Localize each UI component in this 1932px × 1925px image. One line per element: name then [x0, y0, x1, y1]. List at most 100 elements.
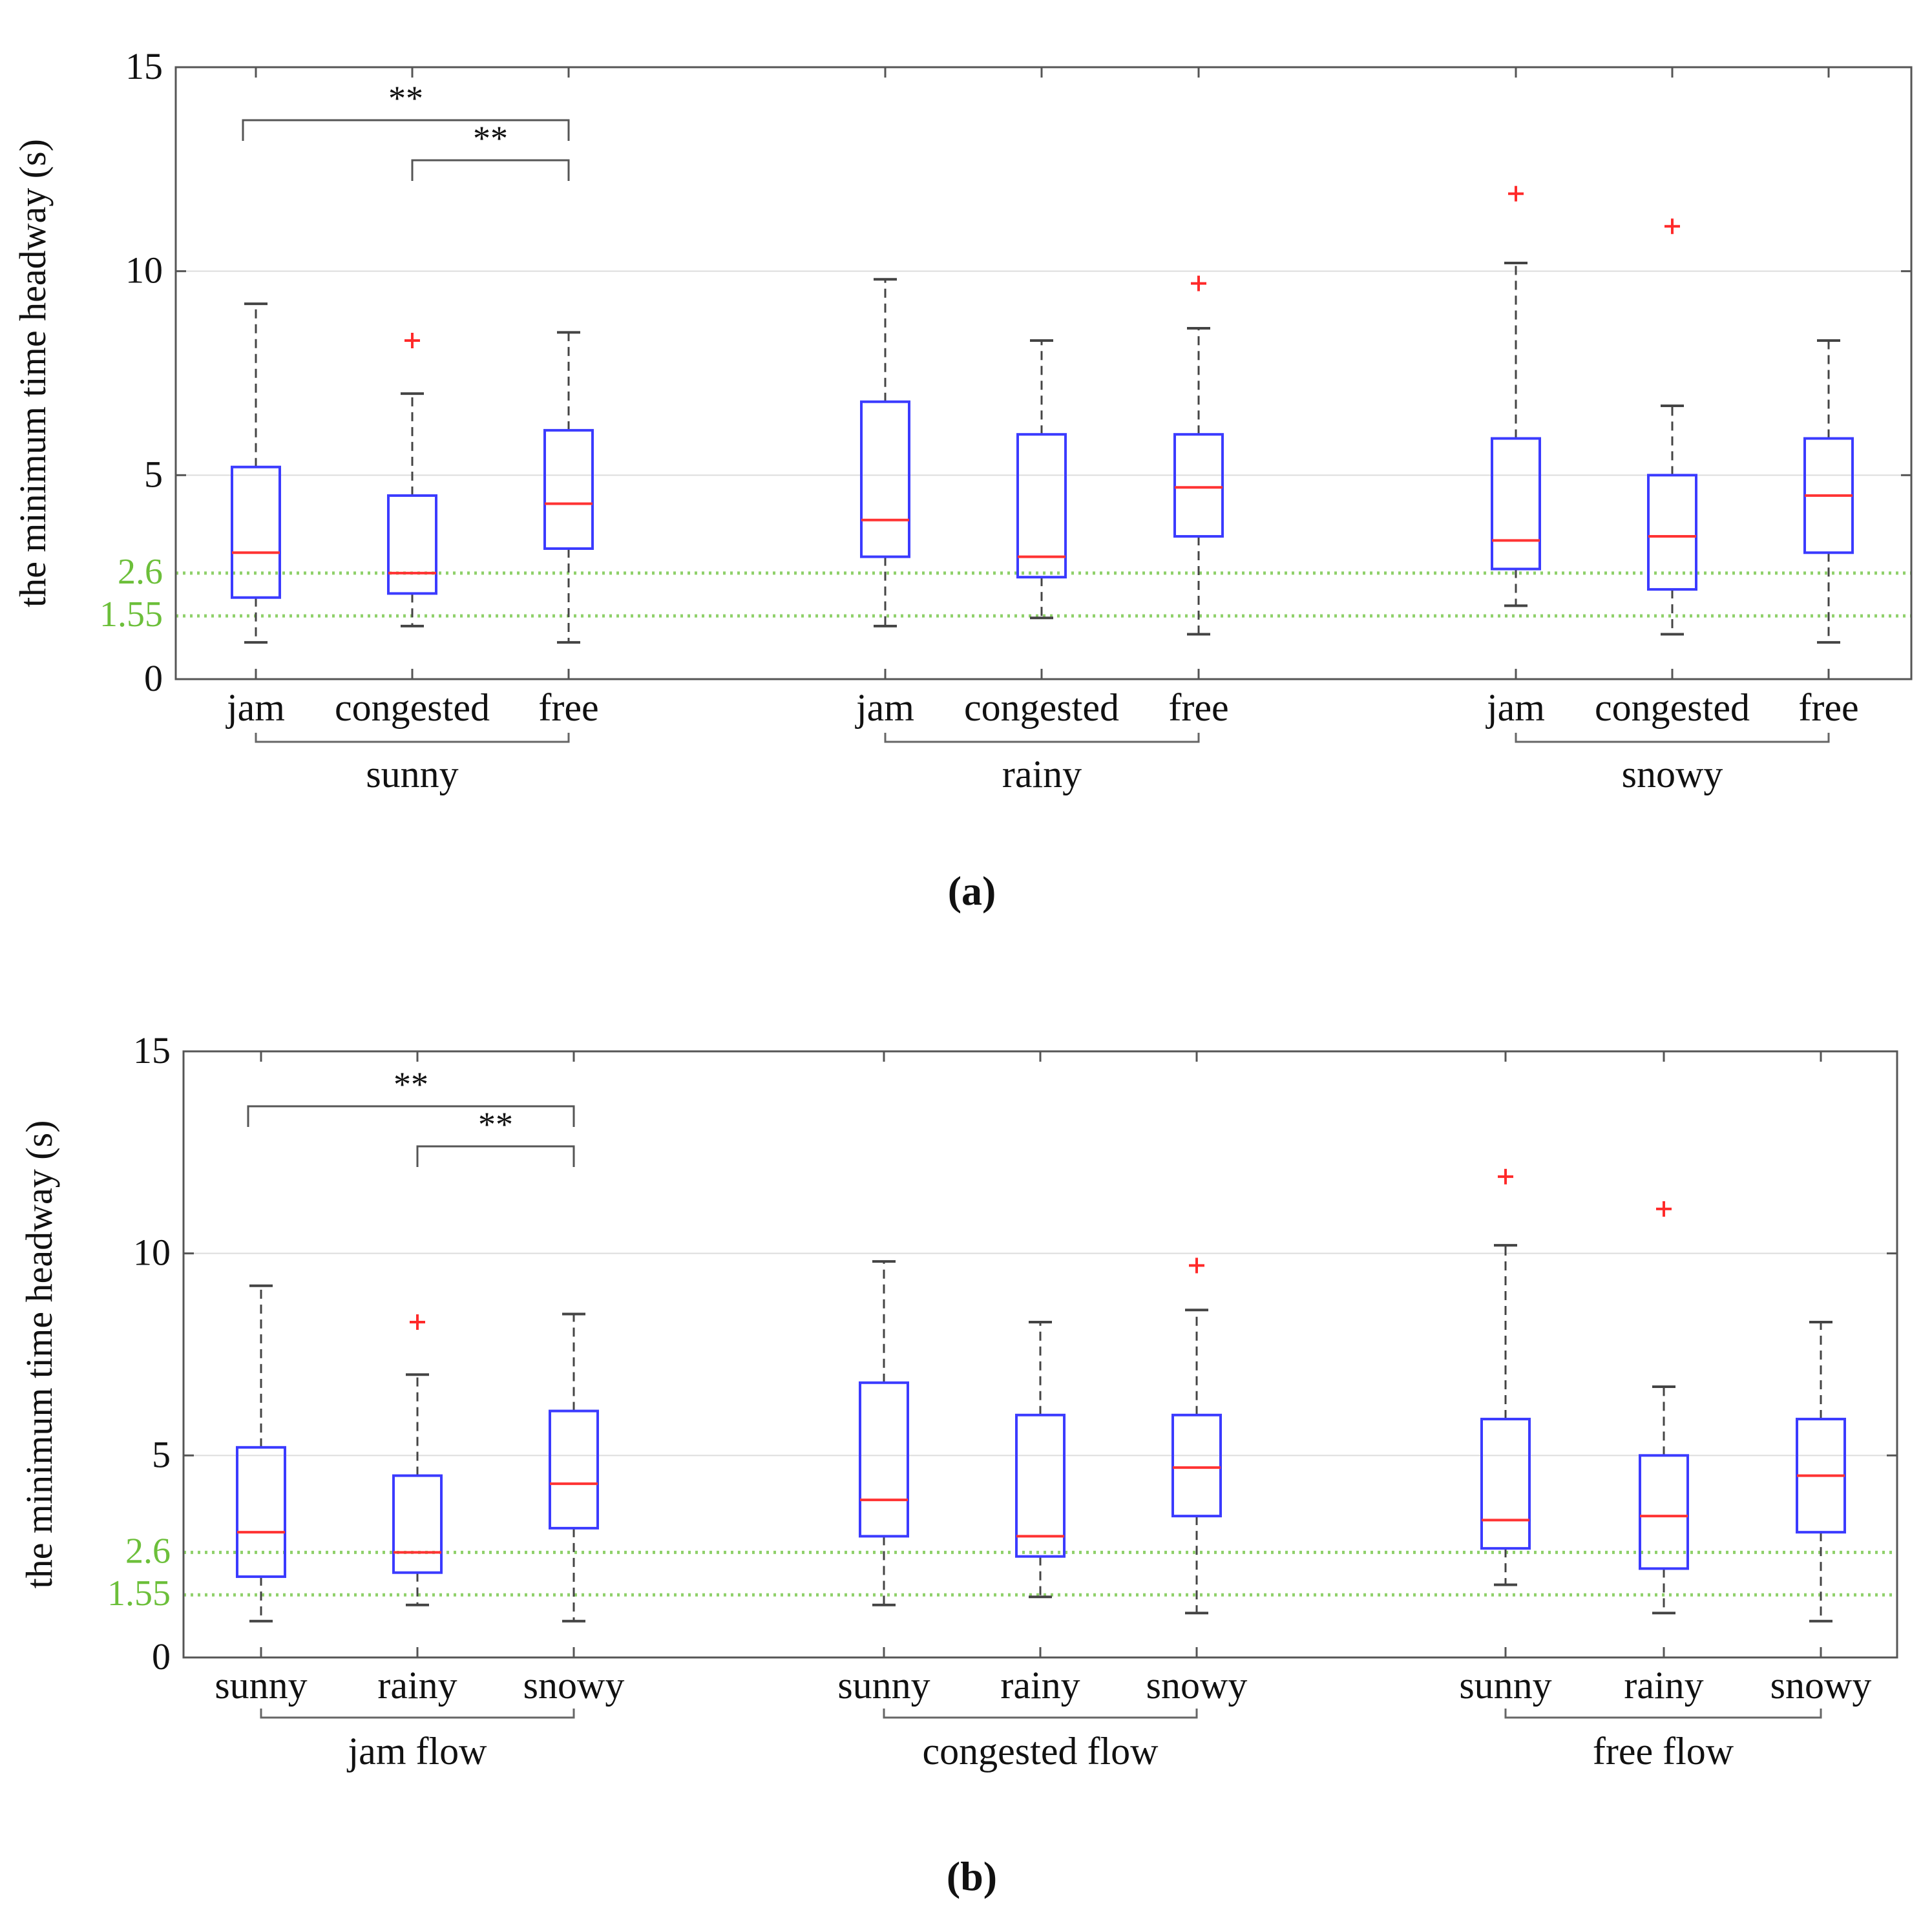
group-bracket	[255, 733, 570, 743]
box-8	[1796, 1320, 1846, 1623]
reference-line-label: 2.6	[125, 1531, 171, 1571]
y-tick-label: 15	[133, 1029, 171, 1071]
box-4	[1015, 1320, 1066, 1599]
category-label: jam	[226, 686, 285, 729]
significance-label: **	[473, 119, 508, 158]
box-iqr	[236, 1446, 286, 1578]
box-iqr	[1639, 1454, 1689, 1570]
box-0	[236, 1284, 286, 1623]
y-axis-label: the minimum time headway (s)	[18, 1120, 60, 1589]
y-tick-label: 0	[144, 657, 163, 699]
box-iqr	[549, 1409, 599, 1530]
significance-bracket	[411, 159, 570, 181]
significance-bracket	[416, 1145, 575, 1167]
category-label: sunny	[837, 1664, 930, 1707]
box-iqr	[1171, 1413, 1222, 1518]
significance-label: **	[388, 79, 423, 118]
category-label: sunny	[215, 1664, 307, 1707]
box-iqr	[1491, 437, 1541, 571]
outlier-marker	[410, 1314, 425, 1330]
category-label: free	[1798, 686, 1858, 729]
box-iqr	[860, 400, 910, 558]
group-label: snowy	[1622, 753, 1723, 795]
group-label: free flow	[1593, 1730, 1734, 1772]
box-iqr	[387, 494, 437, 595]
box-5	[1173, 275, 1224, 636]
group-bracket	[260, 1709, 575, 1719]
box-iqr	[543, 428, 594, 550]
reference-line-label: 1.55	[100, 594, 163, 635]
reference-line-label: 1.55	[107, 1573, 171, 1614]
category-label: snowy	[1770, 1664, 1872, 1707]
box-iqr	[1647, 474, 1697, 591]
group-label: sunny	[366, 753, 458, 795]
chart-panel-b: 2.61.55 0 5 10 15 the minimum time headway (s…	[18, 1029, 1898, 1899]
y-tick-label: 5	[144, 453, 163, 495]
group-bracket	[883, 1709, 1198, 1719]
box-7	[1639, 1201, 1689, 1615]
panel-label: (a)	[948, 868, 996, 914]
significance-label: **	[478, 1105, 513, 1144]
outlier-marker	[1664, 218, 1680, 235]
significance-bracket	[247, 1105, 575, 1127]
group-bracket	[1515, 733, 1830, 743]
group-label: congested flow	[923, 1730, 1159, 1772]
box-1	[387, 332, 437, 627]
category-label: snowy	[1146, 1664, 1248, 1707]
box-iqr	[1173, 433, 1224, 538]
box-7	[1647, 218, 1697, 636]
y-tick-label: 10	[125, 249, 163, 291]
significance-label: **	[394, 1065, 428, 1104]
y-tick-label: 15	[125, 45, 163, 87]
category-label: rainy	[1624, 1664, 1703, 1707]
plot-frame	[174, 66, 1913, 680]
y-axis-label: the minimum time headway (s)	[12, 139, 54, 607]
outlier-marker	[404, 332, 420, 348]
box-iqr	[1016, 433, 1067, 579]
outlier-marker	[1189, 1257, 1204, 1274]
box-5	[1171, 1257, 1222, 1615]
category-label: jam	[855, 686, 914, 729]
outlier-marker	[1191, 275, 1206, 291]
box-6	[1480, 1168, 1531, 1586]
box-8	[1803, 339, 1854, 644]
panel-label: (b)	[947, 1853, 997, 1899]
outlier-marker	[1508, 185, 1524, 202]
box-iqr	[859, 1381, 909, 1538]
category-label: free	[538, 686, 598, 729]
y-tick-label: 0	[152, 1636, 171, 1678]
box-2	[549, 1312, 599, 1623]
y-tick-label: 5	[152, 1433, 171, 1475]
category-label: rainy	[377, 1664, 457, 1707]
box-iqr	[1015, 1413, 1066, 1558]
box-1	[392, 1314, 443, 1606]
box-iqr	[392, 1474, 443, 1574]
box-4	[1016, 339, 1067, 620]
category-label: rainy	[1000, 1664, 1080, 1707]
y-tick-label: 10	[133, 1232, 171, 1274]
category-label: congested	[1595, 686, 1750, 729]
significance-bracket	[242, 119, 570, 141]
category-label: sunny	[1459, 1664, 1551, 1707]
box-3	[860, 278, 910, 627]
outlier-marker	[1498, 1168, 1513, 1184]
box-6	[1491, 185, 1541, 607]
category-label: free	[1168, 686, 1228, 729]
box-3	[859, 1260, 909, 1606]
group-bracket	[884, 733, 1200, 743]
outlier-marker	[1656, 1201, 1672, 1217]
group-label: jam flow	[347, 1730, 488, 1772]
group-label: rainy	[1002, 753, 1082, 795]
box-0	[231, 302, 281, 644]
category-label: jam	[1486, 686, 1545, 729]
reference-line-label: 2.6	[118, 552, 163, 592]
category-label: snowy	[523, 1664, 625, 1707]
category-label: congested	[964, 686, 1119, 729]
category-label: congested	[335, 686, 490, 729]
box-iqr	[1480, 1418, 1531, 1550]
box-iqr	[231, 465, 281, 599]
chart-panel-a: 2.61.55 0 5 10 15 the minimum time headway (s…	[12, 45, 1913, 914]
box-2	[543, 331, 594, 644]
group-bracket	[1504, 1709, 1822, 1719]
